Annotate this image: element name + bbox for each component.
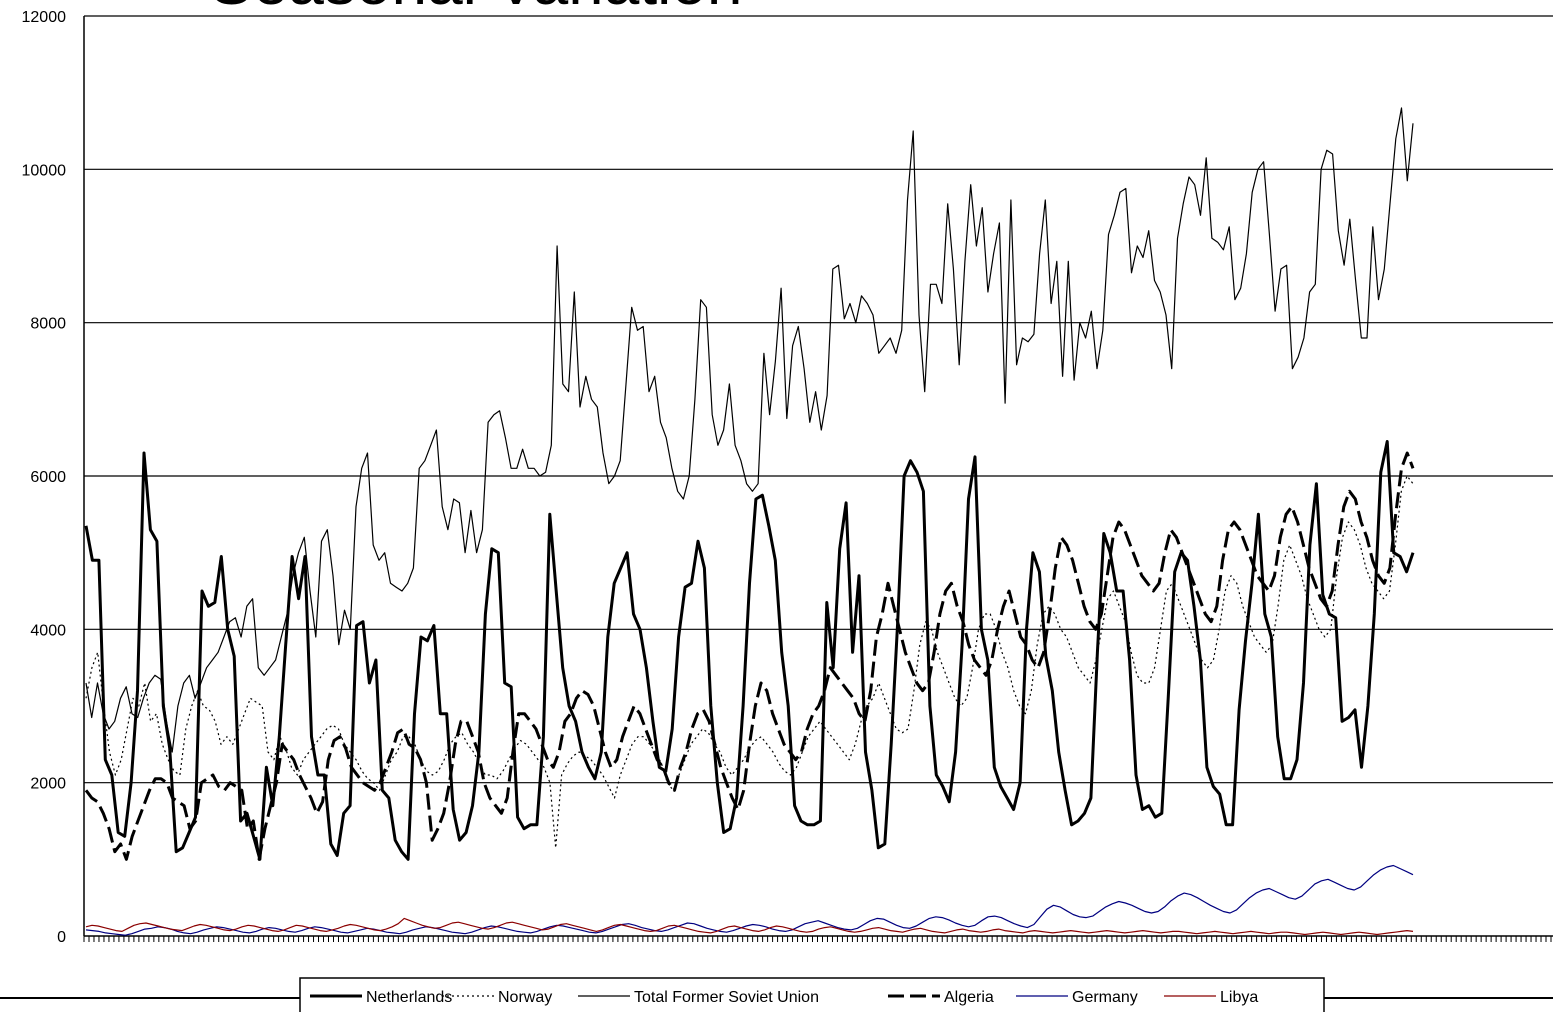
y-tick-label: 8000 [30,316,66,333]
y-tick-label: 10000 [22,162,67,179]
series-line-total-former-soviet-union [85,107,1414,753]
series-line-libya [85,917,1414,936]
y-tick-label: 6000 [30,469,66,486]
y-tick-label: 12000 [22,9,67,26]
legend-label: Germany [1072,989,1138,1006]
legend: Netherlands Norway Total Former Soviet Uni… [299,977,1325,1012]
series-line-netherlands [84,440,1415,861]
chart-title: Seasonal Variation [210,0,743,18]
legend-label: Algeria [944,989,994,1006]
y-tick-label: 2000 [30,776,66,793]
y-tick-label: 0 [57,929,66,946]
y-axis-ticks: 0 2000 4000 6000 8000 10000 12000 [22,9,67,946]
series-lines [84,107,1415,936]
legend-label: Libya [1220,989,1258,1006]
legend-label: Netherlands [366,989,452,1006]
series-line-algeria [84,451,1415,861]
legend-label: Norway [498,989,552,1006]
series-line-germany [85,864,1414,936]
y-tick-label: 4000 [30,622,66,639]
gridlines [83,15,1553,937]
legend-label: Total Former Soviet Union [634,989,819,1006]
x-axis-ticks [83,936,1552,942]
legend-box [299,977,1325,1012]
